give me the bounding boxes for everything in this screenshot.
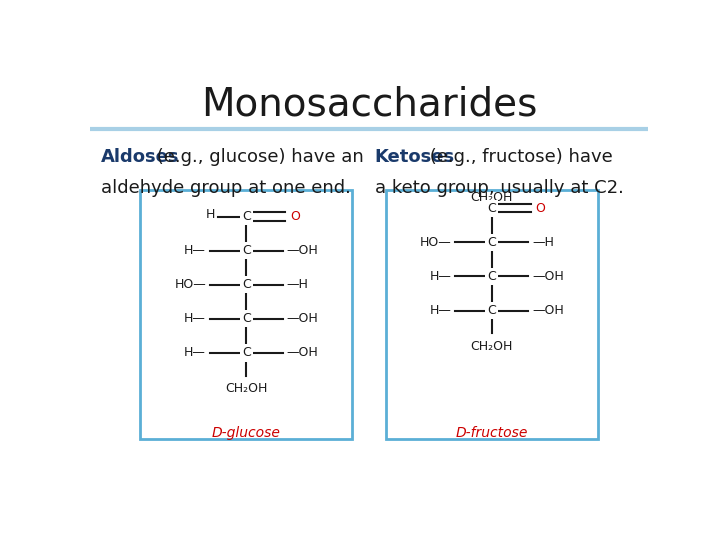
Bar	[386, 190, 598, 439]
Text: —H: —H	[287, 278, 308, 291]
Text: D-fructose: D-fructose	[456, 426, 528, 440]
Text: (e.g., fructose) have: (e.g., fructose) have	[423, 148, 613, 166]
Text: H—: H—	[430, 304, 451, 317]
Text: CH₂OH: CH₂OH	[471, 191, 513, 204]
Text: O: O	[289, 210, 300, 223]
Text: C: C	[242, 210, 251, 223]
Text: —OH: —OH	[287, 347, 318, 360]
Bar	[140, 190, 352, 439]
Text: —OH: —OH	[532, 304, 564, 317]
Text: C: C	[487, 270, 496, 283]
Text: C: C	[487, 202, 496, 215]
Text: Aldoses: Aldoses	[101, 148, 180, 166]
Text: —OH: —OH	[287, 244, 318, 257]
Text: —OH: —OH	[532, 270, 564, 283]
Text: D-glucose: D-glucose	[212, 426, 281, 440]
Text: H—: H—	[184, 347, 206, 360]
Text: —OH: —OH	[287, 312, 318, 326]
Text: O: O	[535, 202, 545, 215]
Text: C: C	[487, 236, 496, 249]
Text: CH₂OH: CH₂OH	[225, 382, 267, 395]
Text: (e.g., glucose) have an: (e.g., glucose) have an	[151, 148, 364, 166]
Text: aldehyde group at one end.: aldehyde group at one end.	[101, 179, 351, 197]
Text: HO—: HO—	[174, 278, 206, 291]
Text: a keto group, usually at C2.: a keto group, usually at C2.	[374, 179, 624, 197]
Text: CH₂OH: CH₂OH	[471, 340, 513, 353]
Text: C: C	[242, 278, 251, 291]
Text: H—: H—	[184, 312, 206, 326]
Text: C: C	[242, 312, 251, 326]
Text: H—: H—	[430, 270, 451, 283]
Text: C: C	[242, 347, 251, 360]
Text: —H: —H	[532, 236, 554, 249]
Text: H: H	[206, 208, 215, 221]
Text: Monosaccharides: Monosaccharides	[201, 85, 537, 124]
Text: H—: H—	[184, 244, 206, 257]
Text: Ketoses: Ketoses	[374, 148, 455, 166]
Text: C: C	[242, 244, 251, 257]
Text: HO—: HO—	[420, 236, 451, 249]
Text: C: C	[487, 304, 496, 317]
